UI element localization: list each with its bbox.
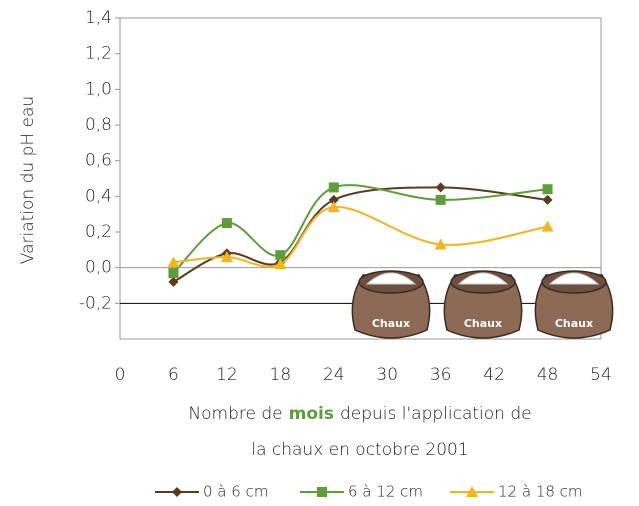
marker [221,218,232,229]
y-tick-label: 1,2 [85,44,112,64]
x-axis-label-line2: la chaux en octobre 2001 [251,440,468,460]
plot-area [119,17,602,340]
y-tick-label: 1,4 [85,8,112,28]
marker [327,201,340,213]
marker [168,276,179,287]
y-tick-label: 1,0 [85,79,112,99]
x-tick-label: 36 [430,365,452,385]
bag-label: Chaux [464,317,502,330]
y-tick-label: 0,4 [85,186,112,206]
y-tick-label: 0,8 [85,115,112,135]
lime-bag: Chaux [443,270,523,339]
lime-pile [548,272,600,285]
marker [328,182,339,193]
y-tick-label: -0,2 [79,293,112,313]
x-tick-label: 0 [115,365,126,385]
y-tick-label: 0,2 [85,222,112,242]
marker [466,486,478,497]
marker [172,487,182,497]
legend-label: 6 à 12 cm [348,483,423,501]
x-tick-label: 54 [590,365,612,385]
marker [275,250,286,261]
bag-label: Chaux [555,317,593,330]
x-tick-label: 48 [537,365,559,385]
marker [434,238,447,250]
y-tick-label: 0,0 [85,258,112,278]
legend-label: 0 à 6 cm [203,483,268,501]
x-tick-label: 24 [323,365,345,385]
x-axis-label: Nombre de mois depuis l'application de [188,404,531,424]
bag-label: Chaux [372,317,410,330]
lime-pile [457,272,509,285]
marker [317,487,327,497]
x-label-part: Nombre de [188,404,282,424]
x-tick-label: 42 [483,365,505,385]
marker [220,250,233,262]
marker [542,194,553,205]
x-tick-label: 18 [270,365,292,385]
y-tick-label: 0,6 [85,151,112,171]
marker [541,220,554,232]
lime-bag: Chaux [534,270,614,339]
marker [167,256,180,268]
x-label-part: depuis l'application de [340,404,532,424]
x-tick-label: 30 [376,365,398,385]
x-tick-label: 6 [168,365,179,385]
x-tick-label: 12 [216,365,238,385]
marker [328,194,339,205]
lime-pile [365,272,417,285]
marker [168,268,179,279]
marker [435,194,446,205]
x-label-highlight: mois [289,404,334,424]
legend-label: 12 à 18 cm [498,483,583,501]
marker [274,258,287,270]
marker [542,184,553,195]
y-axis-label: Variation du pH eau [18,96,38,264]
marker [435,182,446,193]
lime-bag: Chaux [351,270,431,339]
